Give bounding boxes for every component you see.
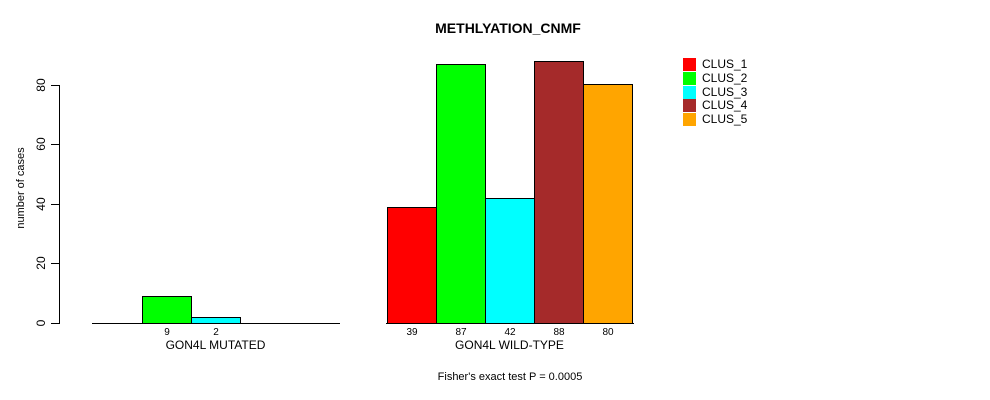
legend-row-clus-1: CLUS_1 xyxy=(683,58,747,72)
bar-value-label-clus-3-gon4l-wild-type: 42 xyxy=(504,327,516,338)
legend-swatch-clus-3 xyxy=(683,85,696,99)
y-axis-line xyxy=(59,85,60,324)
legend-label-clus-3: CLUS_3 xyxy=(702,84,748,99)
bar-clus-2-gon4l-mutated xyxy=(142,296,192,324)
bar-value-label-clus-5-gon4l-wild-type: 80 xyxy=(602,327,614,338)
y-tick-label-0: 0 xyxy=(34,319,48,327)
bar-value-label-clus-2-gon4l-mutated: 9 xyxy=(164,327,170,338)
y-axis-label: number of cases xyxy=(15,147,27,229)
legend-swatch-clus-5 xyxy=(683,113,696,127)
legend-label-clus-1: CLUS_1 xyxy=(702,57,748,72)
bar-clus-3-gon4l-mutated xyxy=(191,317,241,324)
legend-label-clus-5: CLUS_5 xyxy=(702,112,748,127)
y-tick-label-20: 20 xyxy=(34,256,48,270)
bar-value-label-clus-4-gon4l-wild-type: 88 xyxy=(553,327,565,338)
bar-clus-3-gon4l-wild-type xyxy=(485,198,535,324)
bar-clus-1-gon4l-wild-type xyxy=(387,207,437,324)
legend-label-clus-2: CLUS_2 xyxy=(702,71,748,86)
legend-label-clus-4: CLUS_4 xyxy=(702,98,748,113)
legend-swatch-clus-1 xyxy=(683,58,696,72)
bar-value-label-clus-3-gon4l-mutated: 2 xyxy=(213,327,219,338)
y-tick-80 xyxy=(51,85,59,86)
y-tick-label-80: 80 xyxy=(34,78,48,92)
y-tick-label-60: 60 xyxy=(34,137,48,151)
y-tick-0 xyxy=(51,323,59,324)
legend: CLUS_1 CLUS_2 CLUS_3 CLUS_4 CLUS_5 xyxy=(683,58,747,127)
bar-value-label-clus-2-gon4l-wild-type: 87 xyxy=(455,327,467,338)
y-tick-20 xyxy=(51,263,59,264)
bar-clus-4-gon4l-wild-type xyxy=(534,61,584,324)
bar-clus-5-gon4l-wild-type xyxy=(583,84,633,324)
legend-swatch-clus-4 xyxy=(683,99,696,113)
annotation-fisher-test: Fisher's exact test P = 0.0005 xyxy=(437,371,583,383)
legend-swatch-clus-2 xyxy=(683,72,696,86)
group-label-gon4l-wild-type: GON4L WILD-TYPE xyxy=(455,338,564,352)
legend-row-clus-5: CLUS_5 xyxy=(683,113,747,127)
y-tick-label-40: 40 xyxy=(34,197,48,211)
group-label-gon4l-mutated: GON4L MUTATED xyxy=(165,338,266,352)
y-tick-60 xyxy=(51,144,59,145)
legend-row-clus-3: CLUS_3 xyxy=(683,85,747,99)
bar-clus-2-gon4l-wild-type xyxy=(436,64,486,324)
y-tick-40 xyxy=(51,204,59,205)
legend-row-clus-2: CLUS_2 xyxy=(683,72,747,86)
bar-value-label-clus-1-gon4l-wild-type: 39 xyxy=(406,327,418,338)
legend-row-clus-4: CLUS_4 xyxy=(683,99,747,113)
chart-title: METHLYATION_CNMF xyxy=(435,20,581,36)
